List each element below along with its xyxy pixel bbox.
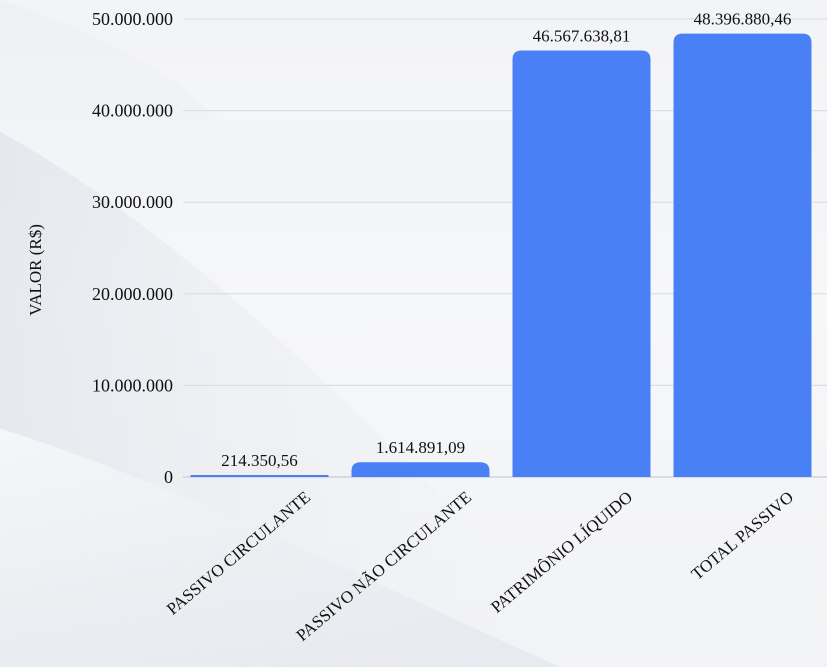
y-tick-label: 20.000.000 xyxy=(92,284,173,304)
y-tick-label: 40.000.000 xyxy=(92,101,173,121)
y-tick-label: 0 xyxy=(164,467,173,487)
x-category-label: PATRIMÔNIO LÍQUIDO xyxy=(487,488,636,617)
bar-value-label: 48.396.880,46 xyxy=(694,10,792,29)
bar xyxy=(512,50,651,477)
bar xyxy=(673,33,812,478)
bar-value-label: 46.567.638,81 xyxy=(533,26,631,45)
bars xyxy=(190,33,812,478)
y-tick-label: 10.000.000 xyxy=(92,375,173,395)
y-tick-label: 50.000.000 xyxy=(92,9,173,29)
bar xyxy=(190,475,329,477)
bar-value-label: 214.350,56 xyxy=(221,451,298,470)
y-tick-label: 30.000.000 xyxy=(92,192,173,212)
bar xyxy=(351,462,490,477)
x-category-label: TOTAL PASSIVO xyxy=(688,488,797,584)
y-axis-ticks: 0 10.000.000 20.000.000 30.000.000 40.000.00… xyxy=(92,9,173,487)
x-category-label: PASSIVO NÃO CIRCULANTE xyxy=(293,488,476,645)
bar-value-label: 1.614.891,09 xyxy=(376,438,465,457)
y-axis-title: VALOR (R$) xyxy=(26,224,45,316)
x-category-label: PASSIVO CIRCULANTE xyxy=(163,488,314,619)
data-labels: 214.350,56 1.614.891,09 46.567.638,81 48.39… xyxy=(221,10,791,470)
